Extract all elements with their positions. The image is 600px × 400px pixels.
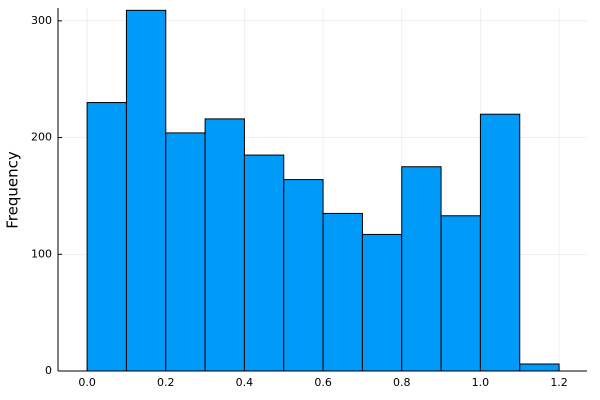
bar: [519, 363, 560, 372]
bar: [401, 166, 442, 372]
y-axis-label: Frequency: [4, 151, 22, 229]
x-tick-label: 0.4: [236, 376, 254, 389]
y-tick-label: 200: [31, 131, 52, 144]
bar: [440, 215, 481, 372]
y-tick-label: 300: [31, 14, 52, 27]
bar: [125, 9, 167, 372]
y-tick-label: 100: [31, 247, 52, 260]
bar: [283, 179, 324, 372]
x-tick-label: 1.2: [550, 376, 568, 389]
bar: [361, 233, 403, 372]
x-tick-label: 0.0: [78, 376, 96, 389]
bar: [204, 118, 245, 372]
x-tick-label: 0.8: [393, 376, 411, 389]
x-tick-label: 0.2: [157, 376, 175, 389]
x-tick-label: 0.6: [314, 376, 332, 389]
bar: [165, 132, 206, 372]
bar: [479, 113, 521, 372]
x-tick-label: 1.0: [472, 376, 490, 389]
y-tick-label: 0: [45, 364, 52, 377]
bar: [86, 102, 127, 372]
bar: [243, 154, 285, 372]
bar: [322, 212, 363, 372]
